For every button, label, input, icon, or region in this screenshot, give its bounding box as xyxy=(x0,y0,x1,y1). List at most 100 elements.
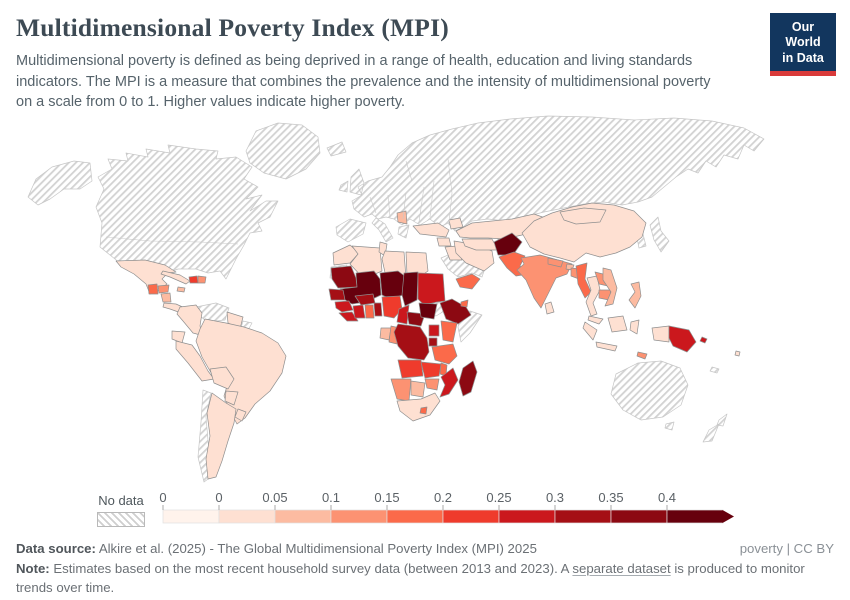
country-north-america[interactable]: Canada and United States xyxy=(27,144,279,280)
country-paraguay[interactable]: Paraguay xyxy=(224,390,239,406)
legend-bin-0.05–0.1[interactable]: 0.05–0.1 xyxy=(274,509,332,524)
separate-dataset-link[interactable]: separate dataset xyxy=(572,560,671,576)
country-madagascar[interactable]: Madagascar xyxy=(458,360,478,397)
legend-bin-0.25–0.3[interactable]: 0.25–0.3 xyxy=(498,509,556,524)
country-haiti[interactable]: Haiti xyxy=(188,275,199,284)
legend-bin-0.15–0.2[interactable]: 0.15–0.2 xyxy=(386,509,444,524)
legend-tick-label: 0.3 xyxy=(546,491,564,505)
legend-bin-0.3–0.35[interactable]: 0.3–0.35 xyxy=(554,509,612,524)
country-europe-russia[interactable]: Europe and Russia xyxy=(326,115,765,243)
country-papua-new-guinea[interactable]: Papua New Guinea xyxy=(668,325,697,353)
country-tanzania[interactable]: Tanzania xyxy=(431,343,458,365)
country-ethiopia[interactable]: Ethiopia xyxy=(439,298,472,325)
country-greenland[interactable]: Greenland xyxy=(245,122,321,180)
country-ghana[interactable]: Ghana xyxy=(364,304,375,319)
country-djibouti[interactable]: Djibouti xyxy=(460,299,469,308)
country-guinea[interactable]: Guinea xyxy=(334,300,354,313)
country-cameroon[interactable]: Cameroon xyxy=(396,304,410,325)
note-label: Note: xyxy=(16,560,50,576)
country-new-caledonia[interactable]: New Caledonia xyxy=(709,366,720,374)
country-burkina-faso[interactable]: Burkina Faso xyxy=(354,293,376,306)
map-legend: No data 00–0.050.05–0.10.1–0.150.15–0.20… xyxy=(97,489,850,527)
legend-tick-label: 0.2 xyxy=(434,491,452,505)
country-sudan[interactable]: Sudan xyxy=(417,272,446,306)
country-afghanistan[interactable]: Afghanistan xyxy=(493,232,523,256)
page-title: Multidimensional Poverty Index (MPI) xyxy=(16,13,449,42)
country-new-zealand[interactable]: New Zealand xyxy=(702,413,728,443)
country-dominican-republic[interactable]: Dominican Republic xyxy=(197,275,207,284)
note-text-after: is produced to monitor trends over time. xyxy=(16,560,805,596)
country-ivory-coast[interactable]: Cote d'Ivoire xyxy=(352,304,366,319)
country-rwanda-burundi[interactable]: Rwanda and Burundi xyxy=(428,337,438,347)
source-row: Data source: Alkire et al. (2025) - The … xyxy=(16,539,834,559)
country-ecuador[interactable]: Ecuador xyxy=(171,330,186,344)
legend-bin-0.2–0.25[interactable]: 0.2–0.25 xyxy=(442,509,500,524)
country-turkey[interactable]: Turkey xyxy=(412,222,450,238)
country-china[interactable]: China xyxy=(521,202,647,263)
country-zimbabwe[interactable]: Zimbabwe xyxy=(424,378,440,391)
country-south-sudan[interactable]: South Sudan xyxy=(418,302,438,320)
no-data-hatch-swatch xyxy=(97,511,145,527)
country-lesotho[interactable]: Lesotho xyxy=(419,406,428,415)
country-south-africa[interactable]: South Africa xyxy=(396,392,441,422)
legend-color-bar: 00–0.050.05–0.10.1–0.150.15–0.20.2–0.250… xyxy=(159,491,734,524)
legend-no-data[interactable]: No data xyxy=(97,493,145,527)
owid-logo[interactable]: Our World in Data xyxy=(770,13,836,76)
note-row: Note: Estimates based on the most recent… xyxy=(16,559,834,599)
country-nicaragua[interactable]: Nicaragua xyxy=(160,292,172,303)
country-solomon[interactable]: Solomon Islands xyxy=(699,336,708,344)
country-jamaica[interactable]: Jamaica xyxy=(176,286,186,293)
country-india[interactable]: India xyxy=(516,254,573,309)
country-botswana[interactable]: Botswana xyxy=(410,380,426,398)
legend-tick-label: 0.35 xyxy=(598,491,623,505)
country-guatemala[interactable]: Guatemala xyxy=(147,283,159,295)
country-mauritania[interactable]: Mauritania xyxy=(330,265,358,289)
country-caucasus[interactable]: Georgia, Armenia and Azerbaijan xyxy=(448,217,464,230)
country-yemen[interactable]: Yemen xyxy=(455,273,481,290)
country-philippines[interactable]: Philippines xyxy=(628,281,642,309)
country-sri-lanka[interactable]: Sri Lanka xyxy=(544,301,555,315)
country-uruguay[interactable]: Uruguay xyxy=(234,408,247,422)
country-brazil[interactable]: Brazil xyxy=(195,318,287,425)
country-cuba[interactable]: Cuba xyxy=(160,270,191,285)
data-source-text: Alkire et al. (2025) - The Global Multid… xyxy=(95,540,537,556)
country-sierra-leone-liberia[interactable]: Sierra Leone and Liberia xyxy=(338,311,359,322)
country-drc[interactable]: Democratic Republic of Congo xyxy=(393,323,430,361)
country-syria[interactable]: Syria and Jordan xyxy=(436,237,452,247)
country-thailand[interactable]: Thailand xyxy=(585,275,601,317)
country-namibia[interactable]: Namibia xyxy=(390,378,412,402)
country-vietnam[interactable]: Vietnam xyxy=(602,267,618,307)
country-argentina[interactable]: Argentina xyxy=(205,392,237,480)
legend-bin-0.4+[interactable]: 0.4+ xyxy=(666,509,724,524)
country-mongolia[interactable]: Mongolia xyxy=(559,207,607,225)
country-australia[interactable]: Australia xyxy=(610,360,689,431)
country-honduras[interactable]: Honduras xyxy=(157,284,170,294)
legend-bin-0.35–0.4[interactable]: 0.35–0.4 xyxy=(610,509,668,524)
country-chad[interactable]: Chad xyxy=(401,271,419,307)
owid-logo-line2: in Data xyxy=(782,50,824,65)
legend-bin-0.1–0.15[interactable]: 0.1–0.15 xyxy=(330,509,388,524)
country-malaysia[interactable]: Malaysia xyxy=(587,315,604,325)
chart-subtitle: Multidimensional poverty is defined as b… xyxy=(16,53,711,111)
country-mozambique[interactable]: Mozambique xyxy=(439,367,459,398)
country-angola[interactable]: Angola xyxy=(397,359,424,379)
country-fiji[interactable]: Fiji xyxy=(734,350,741,357)
country-bolivia[interactable]: Bolivia xyxy=(209,366,235,390)
country-uganda[interactable]: Uganda xyxy=(428,324,440,337)
country-indonesia[interactable]: Indonesia xyxy=(582,315,670,352)
legend-tick-label: 0.4 xyxy=(658,491,676,505)
legend-bin-0[interactable]: 0 xyxy=(162,509,220,524)
legend-no-data-label: No data xyxy=(98,492,144,508)
country-togo-benin[interactable]: Togo and Benin xyxy=(373,302,383,317)
country-kenya[interactable]: Kenya xyxy=(440,320,458,343)
country-senegal[interactable]: Senegal xyxy=(328,288,346,301)
country-timor[interactable]: Timor-Leste xyxy=(636,351,648,360)
country-balkans[interactable]: Albania and North Macedonia xyxy=(396,210,408,225)
country-nepal[interactable]: Nepal xyxy=(547,257,564,268)
country-zambia[interactable]: Zambia xyxy=(420,361,442,379)
internal-borders-decor xyxy=(105,158,453,245)
note-text-before: Estimates based on the most recent house… xyxy=(49,560,573,576)
legend-bin-0–0.05[interactable]: 0–0.05 xyxy=(218,509,276,524)
license-text[interactable]: poverty | CC BY xyxy=(739,540,834,556)
country-uzbek-turkmen[interactable]: Uzbekistan and Turkmenistan xyxy=(461,238,499,251)
